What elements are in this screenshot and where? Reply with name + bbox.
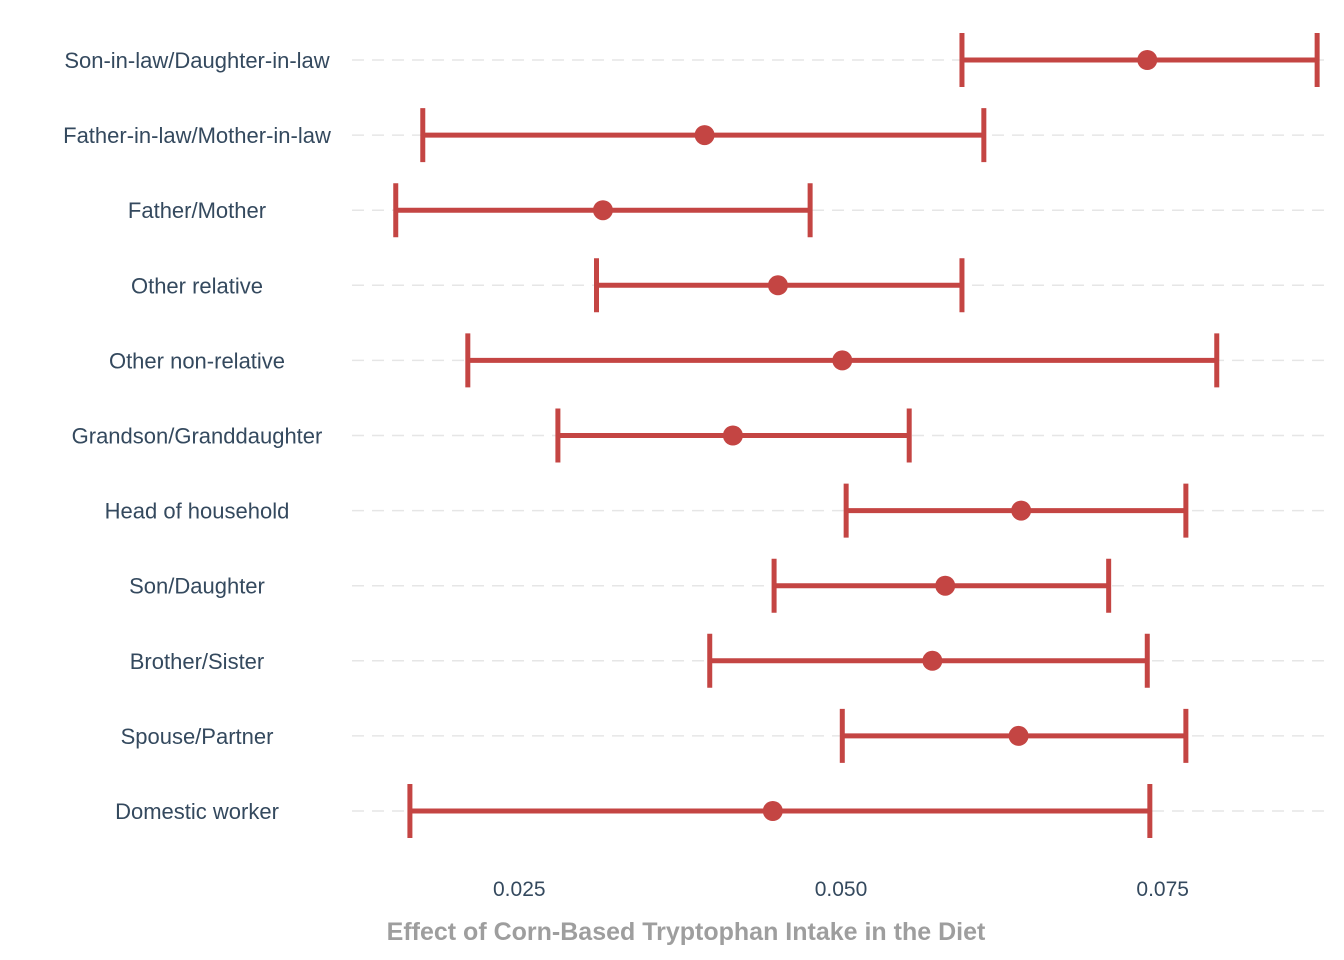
point-estimate xyxy=(592,200,613,221)
point-estimate xyxy=(935,575,956,596)
point-estimate xyxy=(922,650,943,671)
category-label: Other non-relative xyxy=(109,348,285,373)
category-label: Head of household xyxy=(105,499,290,524)
category-label: Domestic worker xyxy=(115,799,279,824)
x-tick-label: 0.050 xyxy=(815,878,868,901)
category-label: Spouse/Partner xyxy=(121,724,274,749)
category-label: Other relative xyxy=(131,273,263,298)
x-tick-label: 0.075 xyxy=(1136,878,1189,901)
x-tick-label: 0.025 xyxy=(493,878,546,901)
category-label: Grandson/Granddaughter xyxy=(72,424,323,449)
category-label: Brother/Sister xyxy=(130,649,265,674)
category-label: Son/Daughter xyxy=(129,574,265,599)
point-estimate xyxy=(694,125,715,146)
point-estimate xyxy=(832,350,853,371)
category-label: Father/Mother xyxy=(128,198,266,223)
point-estimate xyxy=(762,801,783,821)
category-label: Father-in-law/Mother-in-law xyxy=(63,123,331,148)
point-estimate xyxy=(722,425,743,446)
category-label: Son-in-law/Daughter-in-law xyxy=(64,48,329,73)
point-estimate xyxy=(1011,500,1032,521)
point-estimate xyxy=(1008,725,1029,746)
error-bars xyxy=(393,33,1320,838)
x-axis-ticks: 0.025 0.050 0.075 xyxy=(493,878,1189,901)
x-axis-title: Effect of Corn-Based Tryptophan Intake i… xyxy=(387,918,986,946)
point-estimate xyxy=(767,275,788,296)
category-labels: Son-in-law/Daughter-in-law Father-in-law/… xyxy=(63,48,331,824)
point-estimate xyxy=(1137,50,1158,70)
